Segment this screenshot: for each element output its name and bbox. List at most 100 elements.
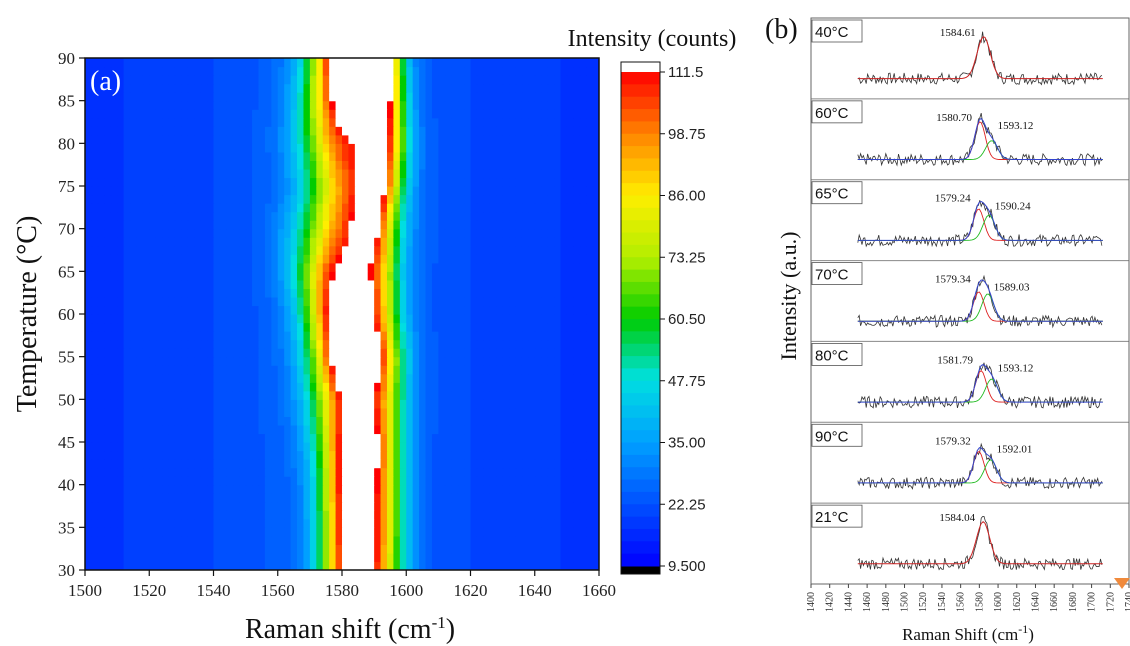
heatmap-cell xyxy=(316,416,324,426)
heatmap-cell xyxy=(226,160,234,170)
heatmap-cell xyxy=(534,271,542,281)
heatmap-cell xyxy=(123,399,131,409)
heatmap-cell xyxy=(149,348,157,358)
heatmap-cell xyxy=(245,561,253,570)
heatmap-cell xyxy=(335,168,343,179)
heatmap-cell xyxy=(329,407,337,417)
heatmap-cell xyxy=(483,203,491,213)
heatmap-cell xyxy=(187,168,195,179)
heatmap-cell xyxy=(573,237,581,247)
heatmap-cell xyxy=(554,92,562,102)
heatmap-cell xyxy=(155,177,163,187)
heatmap-cell xyxy=(136,450,144,460)
heatmap-cell xyxy=(412,296,420,307)
heatmap-cell xyxy=(361,254,369,264)
heatmap-cell xyxy=(277,296,285,307)
heatmap-cell xyxy=(586,339,594,349)
heatmap-cell xyxy=(309,296,317,307)
heatmap-cell xyxy=(168,83,176,93)
heatmap-cell xyxy=(258,177,266,187)
heatmap-cell xyxy=(534,296,542,307)
heatmap-cell xyxy=(361,314,369,324)
colorbar-frame xyxy=(620,61,661,575)
heatmap-cell xyxy=(104,211,112,221)
heatmap-cell xyxy=(386,160,394,170)
heatmap-cell xyxy=(213,450,221,460)
heatmap-cell xyxy=(309,390,317,400)
heatmap-cell xyxy=(348,168,356,179)
heatmap-cell xyxy=(367,66,375,76)
heatmap-cell xyxy=(309,134,317,144)
heatmap-cell xyxy=(425,168,433,179)
heatmap-cell xyxy=(386,100,394,110)
heatmap-cell xyxy=(444,254,452,264)
heatmap-cell xyxy=(502,407,510,417)
heatmap-cell xyxy=(226,552,234,563)
heatmap-cell xyxy=(476,433,484,443)
heatmap-cell xyxy=(200,305,208,315)
heatmap-cell xyxy=(284,237,292,247)
heatmap-cell xyxy=(489,510,497,520)
heatmap-cell xyxy=(419,356,427,366)
heatmap-cell xyxy=(554,194,562,204)
heatmap-cell xyxy=(181,109,189,119)
heatmap-cell xyxy=(521,322,529,332)
heatmap-cell xyxy=(232,382,240,392)
heatmap-cell xyxy=(271,126,279,136)
heatmap-cell xyxy=(97,262,105,272)
heatmap-cell xyxy=(489,75,497,85)
heatmap-cell xyxy=(579,177,587,187)
heatmap-cell xyxy=(419,476,427,486)
heatmap-cell xyxy=(470,134,478,144)
heatmap-cell xyxy=(284,493,292,503)
heatmap-cell xyxy=(181,75,189,85)
heatmap-cell xyxy=(219,228,227,238)
heatmap-cell xyxy=(245,254,253,264)
heatmap-cell xyxy=(586,279,594,289)
heatmap-cell xyxy=(290,100,298,110)
heatmap-cell xyxy=(354,279,362,289)
heatmap-cell xyxy=(438,194,446,204)
heatmap-cell xyxy=(322,416,330,426)
heatmap-cell xyxy=(573,390,581,400)
heatmap-cell xyxy=(354,501,362,511)
heatmap-cell xyxy=(297,476,305,486)
heatmap-cell xyxy=(226,382,234,392)
heatmap-cell xyxy=(431,58,439,68)
heatmap-cell xyxy=(187,484,195,494)
heatmap-cell xyxy=(239,92,247,102)
heatmap-cell xyxy=(162,552,170,563)
heatmap-cell xyxy=(592,510,599,520)
heatmap-cell xyxy=(284,544,292,554)
heatmap-cell xyxy=(91,237,99,247)
heatmap-cell xyxy=(309,339,317,349)
heatmap-cell xyxy=(162,151,170,161)
heatmap-cell xyxy=(97,518,105,528)
heatmap-cell xyxy=(335,510,343,520)
heatmap-cell xyxy=(464,177,472,187)
heatmap-cell xyxy=(309,501,317,511)
heatmap-cell xyxy=(489,518,497,528)
heatmap-cell xyxy=(476,535,484,545)
heatmap-cell xyxy=(252,527,260,537)
heatmap-cell xyxy=(483,83,491,93)
heatmap-cell xyxy=(342,510,350,520)
heatmap-cell xyxy=(232,442,240,452)
heatmap-cell xyxy=(187,527,195,537)
heatmap-cell xyxy=(97,254,105,264)
heatmap-cell xyxy=(489,245,497,255)
heatmap-cell xyxy=(521,305,529,315)
heatmap-cell xyxy=(586,501,594,511)
heatmap-cell xyxy=(85,467,93,477)
heatmap-cell xyxy=(438,92,446,102)
heatmap-cell xyxy=(123,126,131,136)
heatmap-cell xyxy=(444,203,452,213)
heatmap-cell xyxy=(149,399,157,409)
heatmap-cell xyxy=(547,348,555,358)
heatmap-cell xyxy=(547,365,555,375)
heatmap-cell xyxy=(579,561,587,570)
heatmap-cell xyxy=(509,510,517,520)
heatmap-cell xyxy=(219,177,227,187)
heatmap-cell xyxy=(194,160,202,170)
heatmap-cell xyxy=(335,117,343,127)
